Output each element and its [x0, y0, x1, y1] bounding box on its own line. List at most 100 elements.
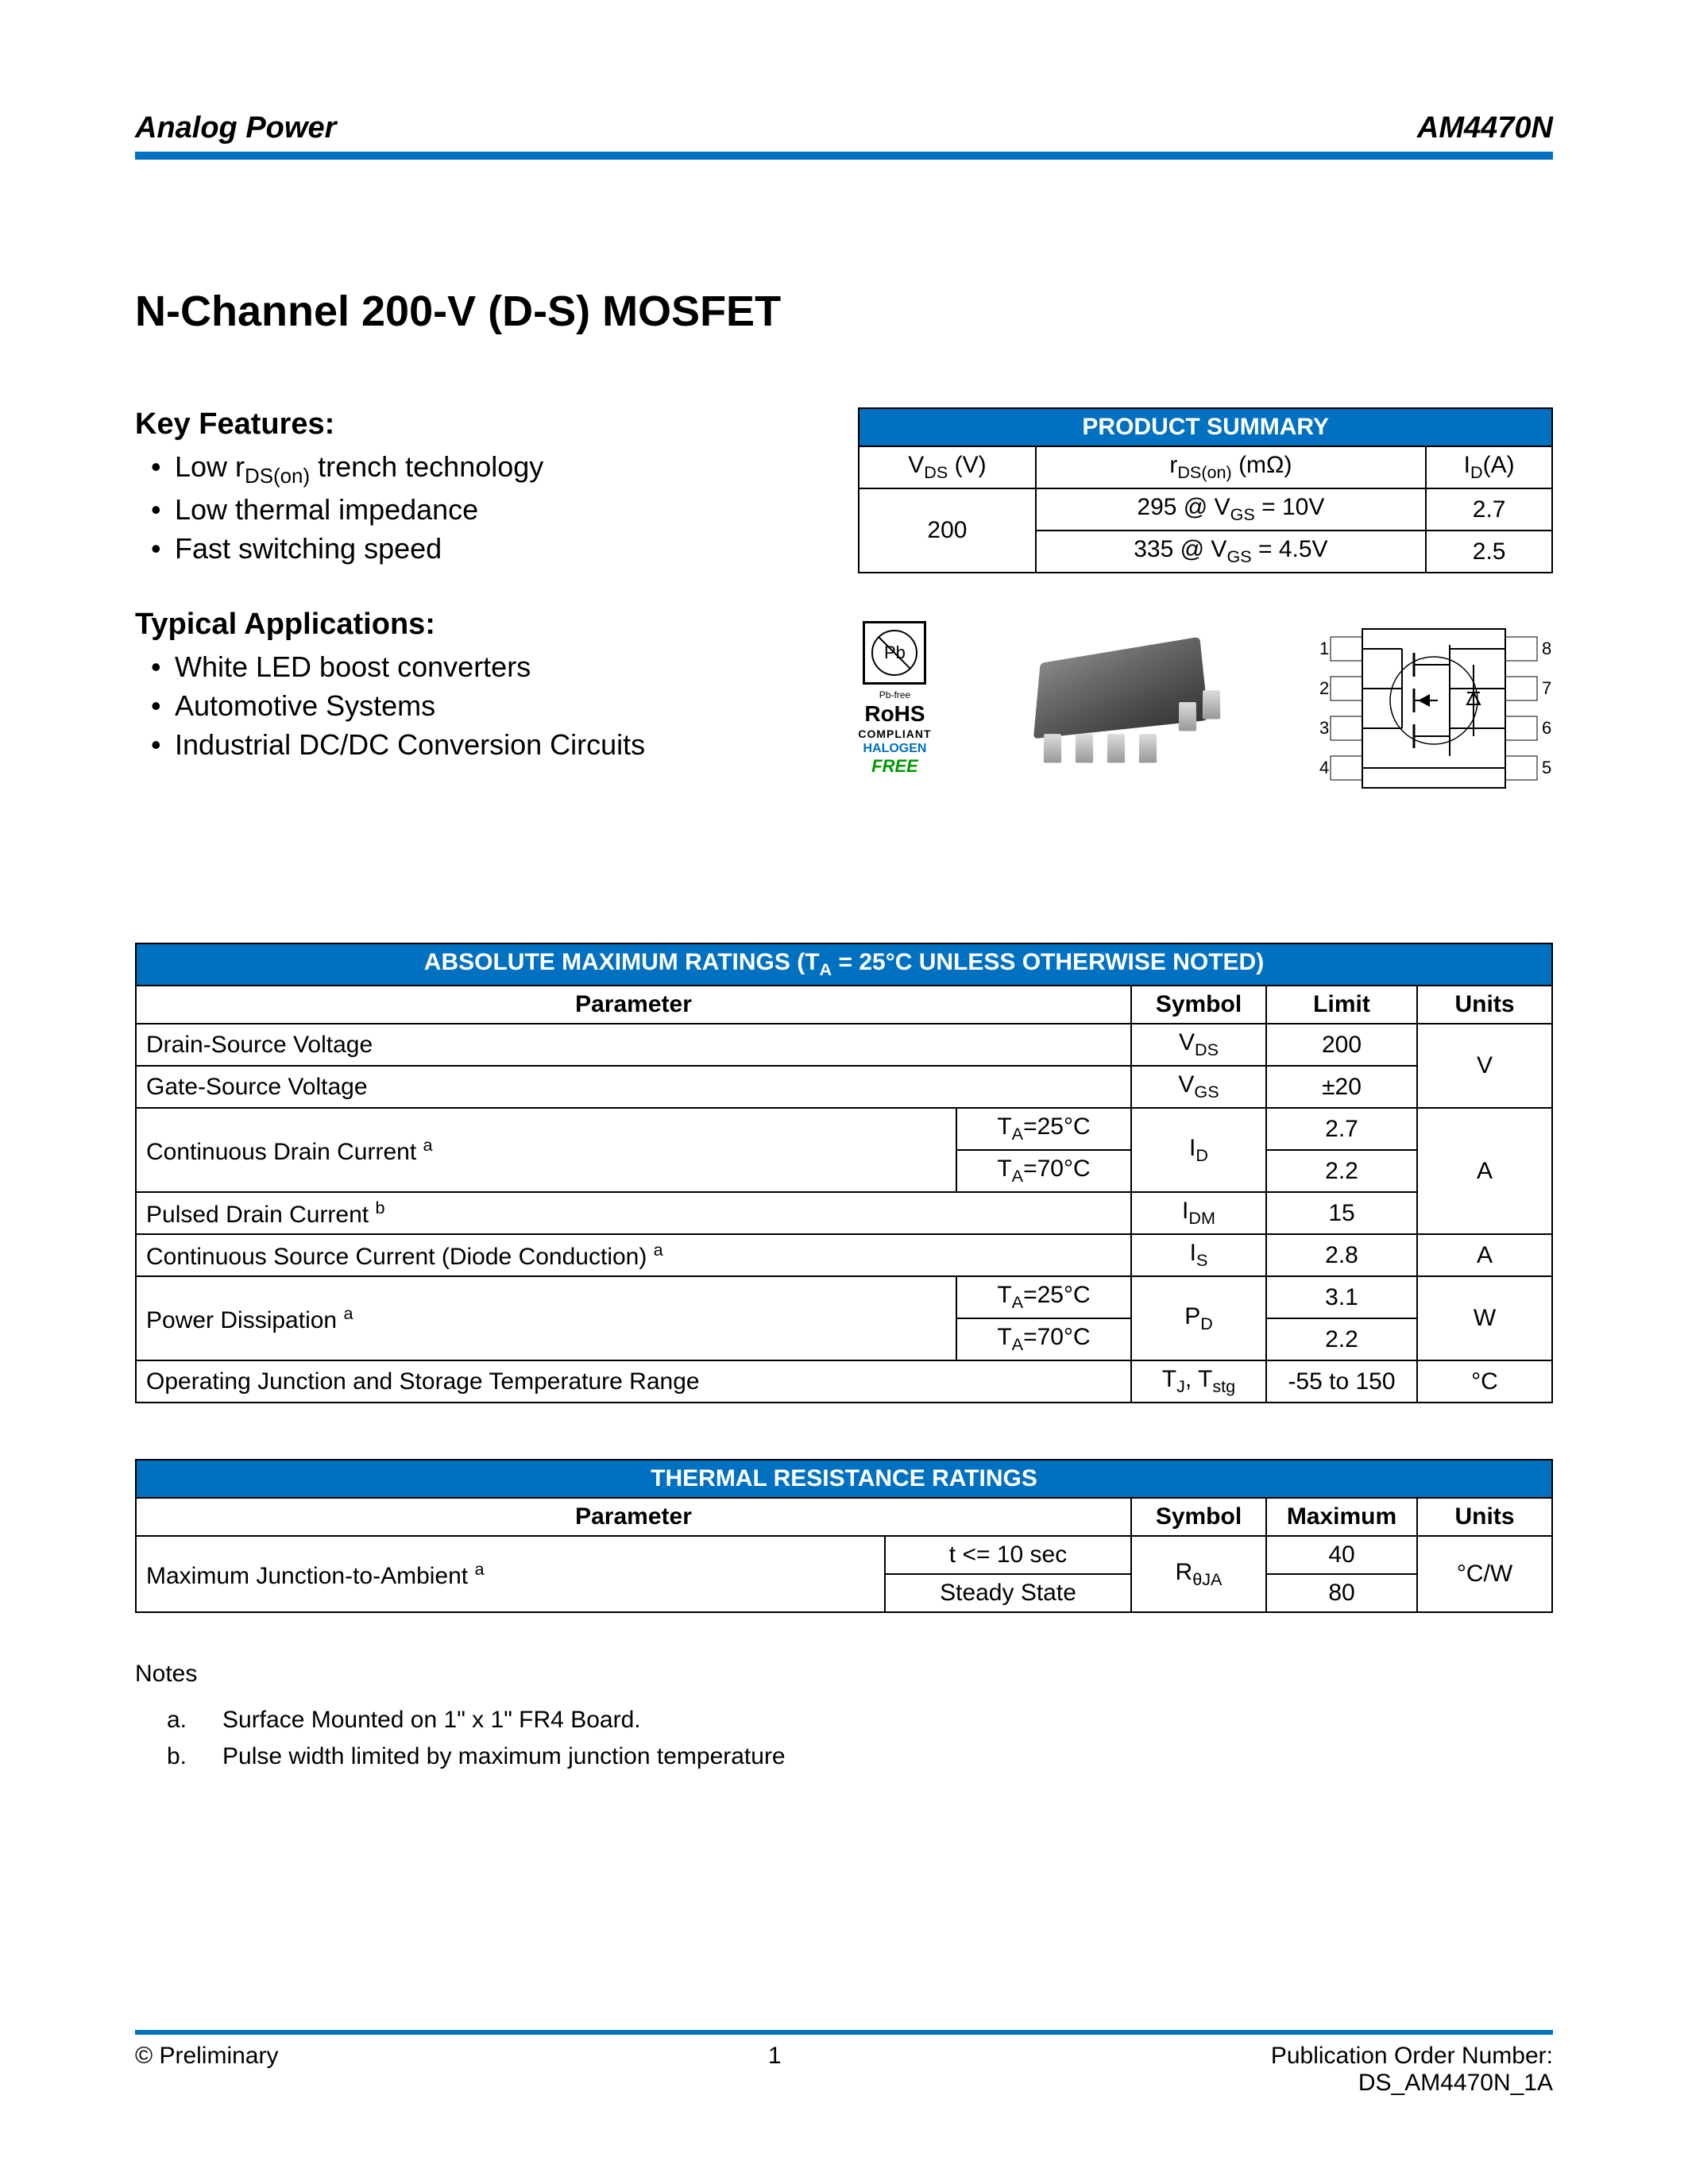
cell: 2.2: [1266, 1318, 1417, 1360]
list-item: Low thermal impedance: [151, 491, 826, 530]
list-item: White LED boost converters: [151, 648, 826, 687]
cell: Gate-Source Voltage: [136, 1066, 1131, 1108]
cell: -55 to 150: [1266, 1360, 1417, 1403]
cell: 40: [1266, 1536, 1417, 1574]
cell: Power Dissipation a: [136, 1276, 956, 1360]
svg-text:2: 2: [1319, 678, 1329, 698]
cell: 2.7: [1266, 1108, 1417, 1150]
cell: 2.5: [1426, 531, 1552, 573]
typical-apps-list: White LED boost converters Automotive Sy…: [135, 648, 826, 764]
cell: 15: [1266, 1192, 1417, 1234]
product-summary-title: PRODUCT SUMMARY: [859, 408, 1552, 446]
thermal-table: THERMAL RESISTANCE RATINGS Parameter Sym…: [135, 1459, 1553, 1613]
cell: ±20: [1266, 1066, 1417, 1108]
cell: °C: [1417, 1360, 1552, 1403]
pinout-diagram: 1 2 3 4 8 7 6 5: [1315, 621, 1553, 800]
rohs-line: COMPLIANT: [858, 727, 931, 741]
svg-text:1: 1: [1319, 639, 1329, 658]
cell: t <= 10 sec: [885, 1536, 1131, 1574]
pb-free-icon: Pb: [863, 621, 926, 685]
cell: Continuous Drain Current a: [136, 1108, 956, 1192]
cell: ID: [1131, 1108, 1266, 1192]
note-item: b. Pulse width limited by maximum juncti…: [135, 1738, 1553, 1775]
cell: VDS: [1131, 1024, 1266, 1066]
col-header: Symbol: [1131, 986, 1266, 1024]
footer-left: © Preliminary: [135, 2043, 278, 2070]
svg-text:6: 6: [1542, 718, 1551, 738]
cell: Pulsed Drain Current b: [136, 1192, 1131, 1234]
cell: RθJA: [1131, 1536, 1266, 1612]
cell: PD: [1131, 1276, 1266, 1360]
svg-text:5: 5: [1542, 758, 1551, 778]
product-summary-table: PRODUCT SUMMARY VDS (V) rDS(on) (mΩ) ID(…: [858, 407, 1553, 573]
cell: VGS: [1131, 1066, 1266, 1108]
cell: TJ, Tstg: [1131, 1360, 1266, 1403]
col-header: Maximum: [1266, 1498, 1417, 1536]
cell: W: [1417, 1276, 1552, 1360]
cell: 200: [859, 488, 1035, 573]
abs-max-title: ABSOLUTE MAXIMUM RATINGS (TA = 25°C UNLE…: [136, 943, 1552, 986]
pb-sub: Pb-free: [858, 689, 931, 700]
package-render-icon: [996, 621, 1250, 780]
col-header: Limit: [1266, 986, 1417, 1024]
rohs-line: HALOGEN: [858, 741, 931, 756]
svg-text:8: 8: [1542, 639, 1551, 658]
note-text: Surface Mounted on 1" x 1" FR4 Board.: [222, 1707, 641, 1734]
svg-text:7: 7: [1542, 678, 1551, 698]
page-footer: © Preliminary 1 Publication Order Number…: [135, 2030, 1553, 2097]
list-item: Automotive Systems: [151, 687, 826, 726]
pb-label: Pb: [884, 642, 906, 663]
cell: Drain-Source Voltage: [136, 1024, 1131, 1066]
footer-right: Publication Order Number: DS_AM4470N_1A: [1271, 2043, 1553, 2097]
page-header: Analog Power AM4470N: [135, 111, 1553, 145]
cell: Continuous Source Current (Diode Conduct…: [136, 1234, 1131, 1276]
col-header: Units: [1417, 1498, 1552, 1536]
col-header: Symbol: [1131, 1498, 1266, 1536]
note-key: a.: [167, 1707, 191, 1734]
col-header: Parameter: [136, 1498, 1131, 1536]
cell: 335 @ VGS = 4.5V: [1036, 531, 1427, 573]
thermal-title: THERMAL RESISTANCE RATINGS: [136, 1460, 1552, 1498]
cell: V: [1417, 1024, 1552, 1108]
notes-heading: Notes: [135, 1661, 1553, 1688]
cell: 3.1: [1266, 1276, 1417, 1318]
header-rule: [135, 152, 1553, 160]
brand-name: Analog Power: [135, 111, 336, 145]
cell: 200: [1266, 1024, 1417, 1066]
part-number: AM4470N: [1417, 111, 1553, 145]
cell: 2.8: [1266, 1234, 1417, 1276]
cell: 2.7: [1426, 488, 1552, 531]
cell: °C/W: [1417, 1536, 1552, 1612]
footer-rule: [135, 2030, 1553, 2035]
cell: TA=25°C: [956, 1108, 1131, 1150]
notes-section: Notes a. Surface Mounted on 1" x 1" FR4 …: [135, 1661, 1553, 1775]
cell: A: [1417, 1108, 1552, 1234]
list-item: Fast switching speed: [151, 530, 826, 569]
col-header: rDS(on) (mΩ): [1036, 446, 1427, 488]
key-features-heading: Key Features:: [135, 407, 826, 442]
rohs-line: FREE: [858, 756, 931, 777]
cell: IS: [1131, 1234, 1266, 1276]
col-header: ID(A): [1426, 446, 1552, 488]
cell: 80: [1266, 1574, 1417, 1612]
footer-label: Publication Order Number:: [1271, 2043, 1553, 2069]
page-number: 1: [768, 2043, 782, 2070]
cell: 2.2: [1266, 1150, 1417, 1192]
footer-doc-id: DS_AM4470N_1A: [1358, 2070, 1553, 2096]
note-item: a. Surface Mounted on 1" x 1" FR4 Board.: [135, 1702, 1553, 1738]
col-header: VDS (V): [859, 446, 1035, 488]
list-item: Low rDS(on) trench technology: [151, 448, 826, 491]
cell: A: [1417, 1234, 1552, 1276]
cell: Steady State: [885, 1574, 1131, 1612]
typical-apps-heading: Typical Applications:: [135, 608, 826, 642]
list-item: Industrial DC/DC Conversion Circuits: [151, 726, 826, 765]
cell: TA=70°C: [956, 1318, 1131, 1360]
cell: TA=25°C: [956, 1276, 1131, 1318]
page-title: N-Channel 200-V (D-S) MOSFET: [135, 287, 1553, 336]
key-features-list: Low rDS(on) trench technology Low therma…: [135, 448, 826, 568]
svg-text:4: 4: [1319, 758, 1329, 778]
col-header: Units: [1417, 986, 1552, 1024]
rohs-line: RoHS: [858, 700, 931, 727]
rohs-badge: Pb Pb-free RoHS COMPLIANT HALOGEN FREE: [858, 621, 931, 777]
abs-max-table: ABSOLUTE MAXIMUM RATINGS (TA = 25°C UNLE…: [135, 943, 1553, 1403]
